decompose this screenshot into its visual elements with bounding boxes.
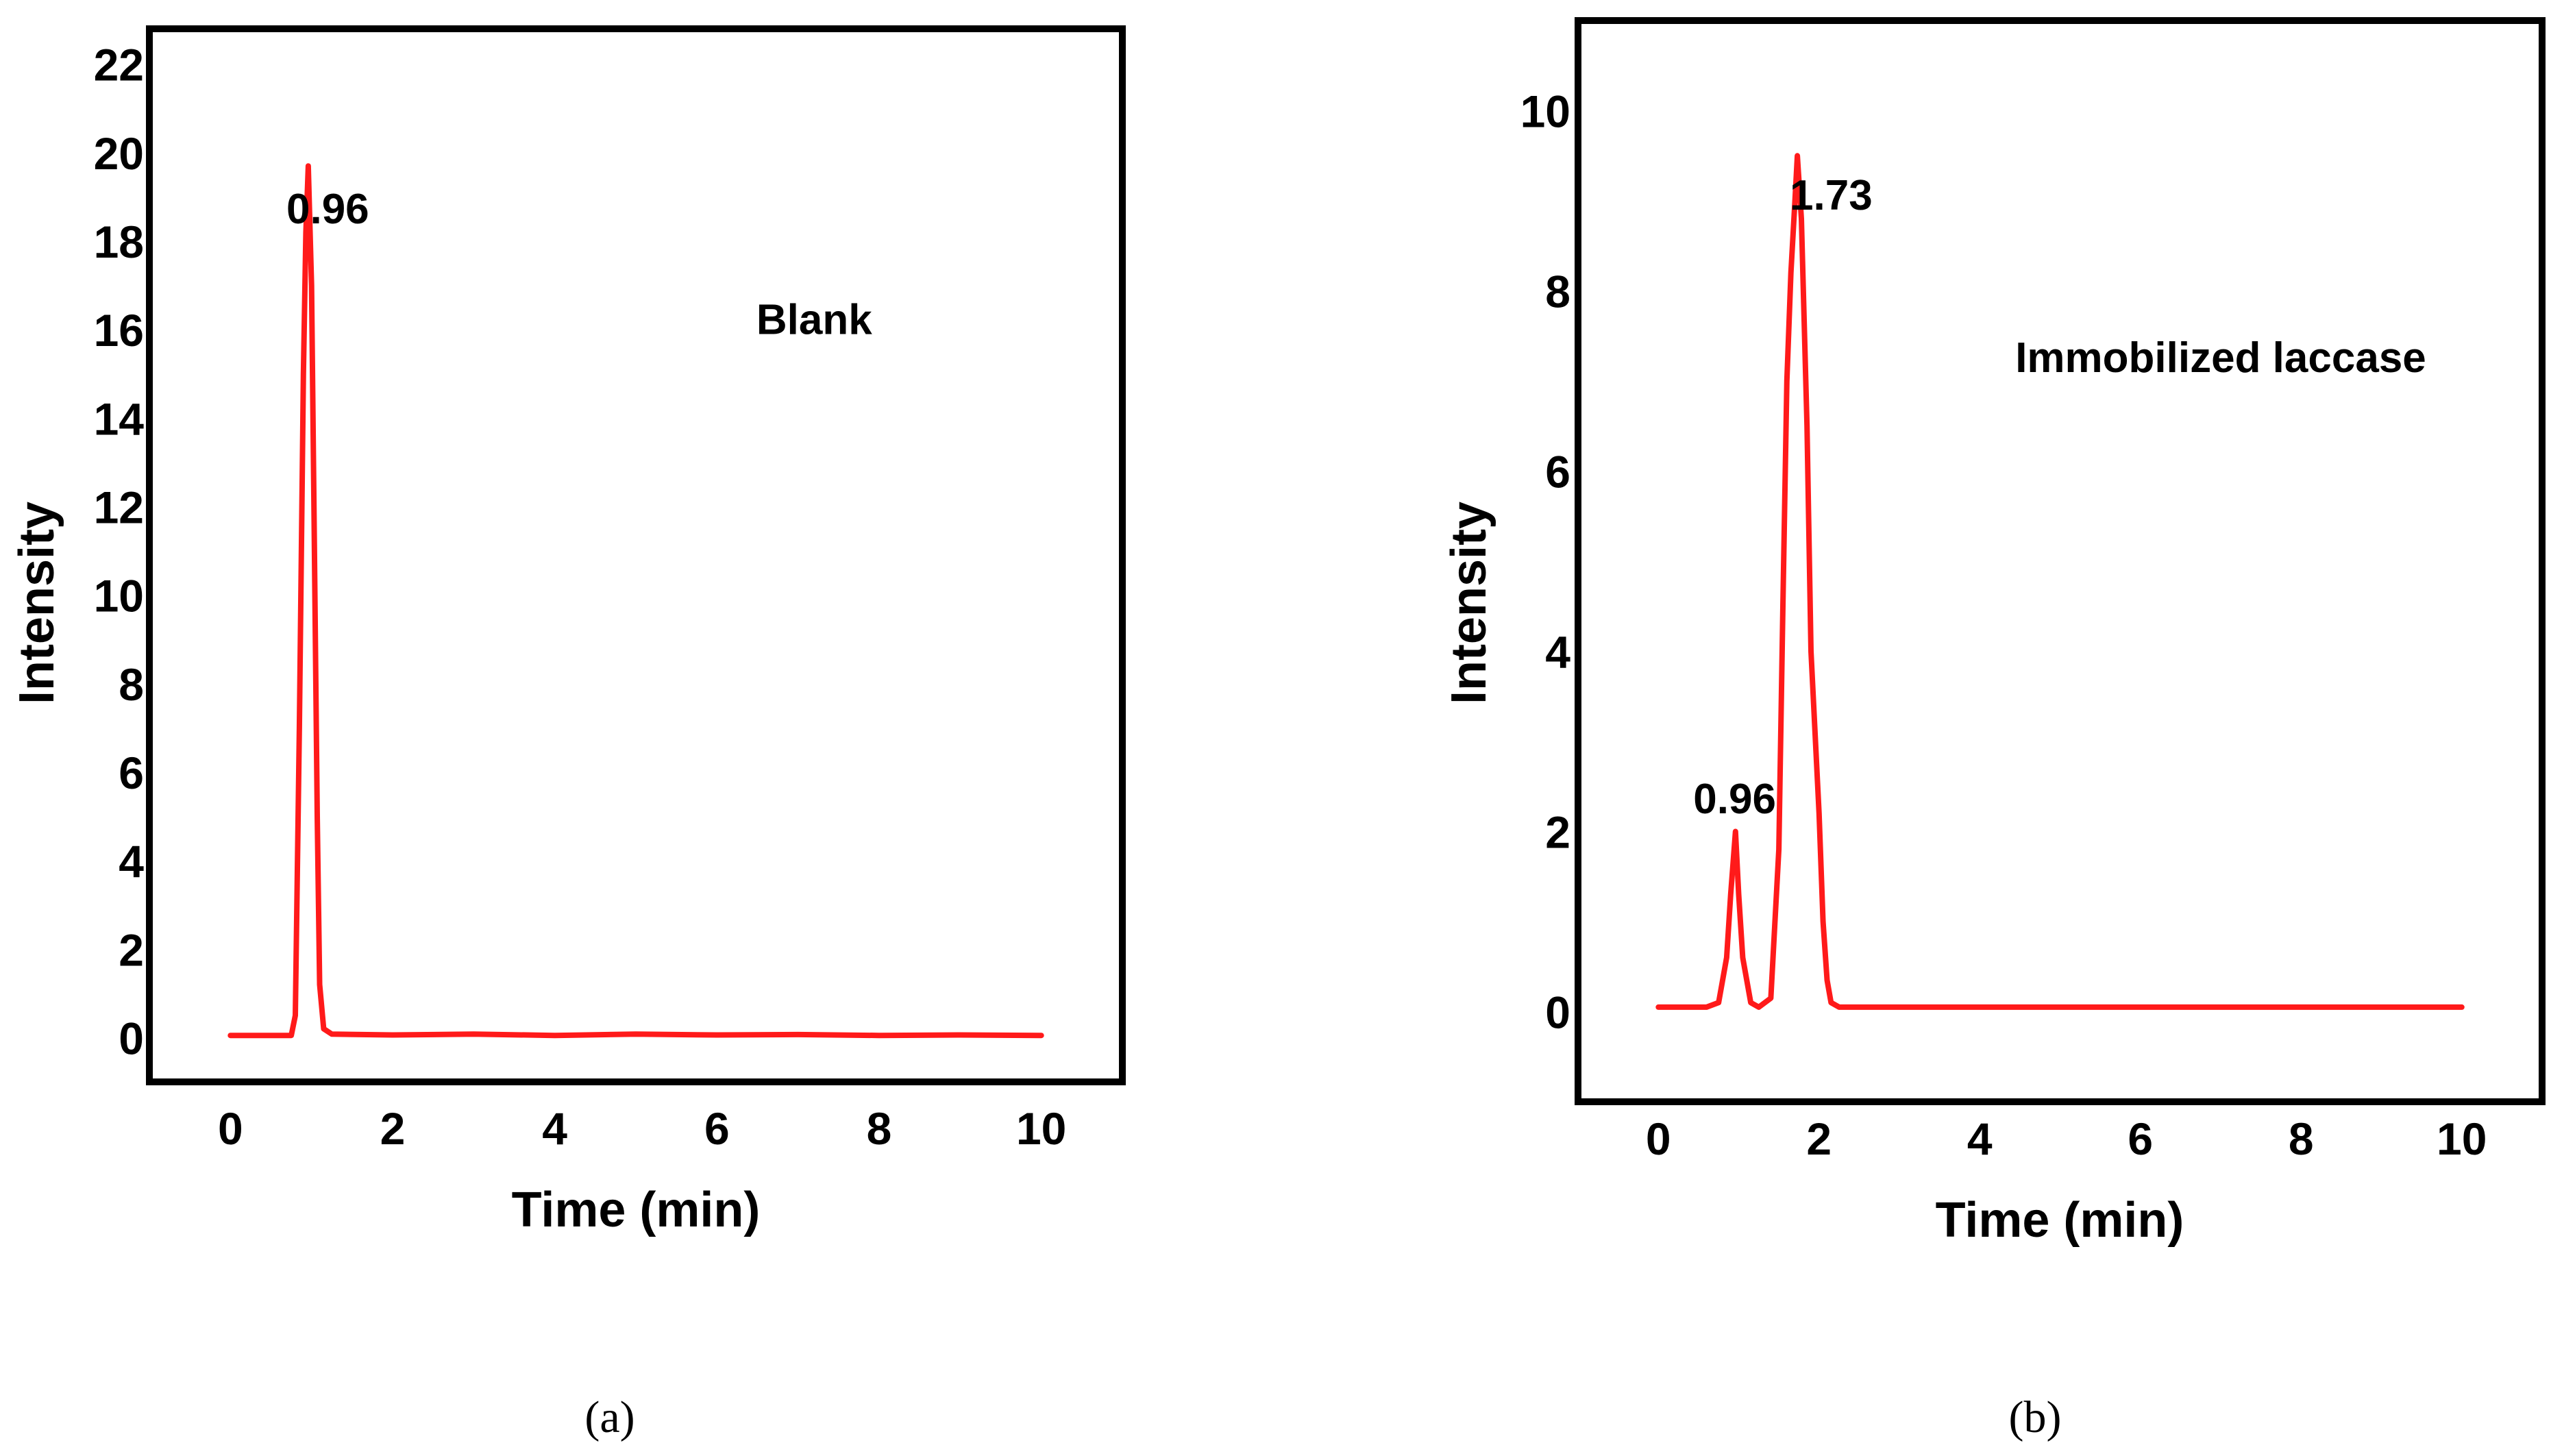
y-tick-labels-b: 0 2 4 6 8 10 bbox=[1520, 86, 1571, 1038]
x-tick-labels-a: 0 2 4 6 8 10 bbox=[218, 1103, 1066, 1154]
plot-frame-b bbox=[1575, 17, 2546, 1105]
y-tick-label: 4 bbox=[119, 836, 144, 887]
annotations-a: 0.96 Blank bbox=[286, 186, 872, 343]
panel-label-b: (b) bbox=[2009, 1392, 2062, 1442]
series-line bbox=[1655, 153, 2465, 1010]
x-tick-label: 4 bbox=[1967, 1113, 1993, 1164]
y-tick-label: 10 bbox=[1520, 86, 1570, 137]
x-tick-label: 10 bbox=[1016, 1103, 1066, 1154]
x-axis-title-a: Time (min) bbox=[512, 1183, 761, 1237]
series-traces-a bbox=[227, 163, 1044, 1039]
y-tick-label: 6 bbox=[119, 748, 144, 798]
y-tick-label: 22 bbox=[94, 40, 144, 90]
panel-label-a: (a) bbox=[584, 1392, 634, 1442]
x-tick-label: 2 bbox=[1806, 1113, 1832, 1164]
annotations-b: 0.96 1.73 Immobilized laccase bbox=[1693, 172, 2426, 823]
y-tick-label: 12 bbox=[94, 482, 144, 532]
y-tick-label: 6 bbox=[1545, 447, 1570, 497]
chart-panel-a: 0 2 4 6 8 10 0 2 4 6 8 10 12 14 16 18 20 22 0.96 Blank Ti… bbox=[10, 25, 1126, 1442]
y-axis-title-b: Intensity bbox=[1442, 502, 1496, 704]
y-tick-labels-a: 0 2 4 6 8 10 12 14 16 18 20 22 bbox=[94, 40, 145, 1064]
annotation-label: Immobilized laccase bbox=[2015, 334, 2426, 382]
y-tick-label: 8 bbox=[1545, 267, 1570, 317]
y-tick-label: 2 bbox=[1545, 807, 1570, 858]
annotation-label: Blank bbox=[756, 297, 872, 344]
annotation-label: 0.96 bbox=[1693, 776, 1776, 823]
y-tick-label: 20 bbox=[94, 128, 144, 179]
annotation-label: 0.96 bbox=[286, 186, 369, 233]
plot-frame-a bbox=[146, 25, 1126, 1085]
y-tick-label: 2 bbox=[119, 924, 144, 975]
series-line bbox=[227, 163, 1044, 1039]
x-tick-label: 0 bbox=[1646, 1113, 1671, 1164]
y-tick-label: 4 bbox=[1545, 627, 1570, 678]
y-tick-label: 18 bbox=[94, 217, 144, 267]
y-tick-label: 10 bbox=[94, 571, 144, 621]
x-tick-label: 6 bbox=[704, 1103, 730, 1154]
x-axis-title-b: Time (min) bbox=[1936, 1193, 2184, 1248]
x-tick-label: 8 bbox=[2289, 1113, 2314, 1164]
chart-panel-b: 0 2 4 6 8 10 0 2 4 6 8 10 0.96 1.73 Immobilized lacc… bbox=[1442, 17, 2546, 1442]
y-tick-label: 0 bbox=[119, 1013, 144, 1063]
x-tick-label: 2 bbox=[380, 1103, 406, 1154]
y-tick-label: 16 bbox=[94, 305, 144, 356]
x-tick-labels-b: 0 2 4 6 8 10 bbox=[1646, 1113, 2487, 1164]
annotation-label: 1.73 bbox=[1790, 172, 1873, 219]
x-tick-label: 8 bbox=[867, 1103, 892, 1154]
series-traces-b bbox=[1655, 153, 2465, 1010]
x-tick-label: 0 bbox=[218, 1103, 243, 1154]
y-tick-label: 8 bbox=[119, 659, 144, 710]
y-tick-label: 0 bbox=[1545, 987, 1570, 1038]
x-tick-label: 4 bbox=[542, 1103, 567, 1154]
y-axis-title-a: Intensity bbox=[10, 502, 64, 704]
y-tick-label: 14 bbox=[94, 393, 145, 444]
x-tick-label: 6 bbox=[2128, 1113, 2153, 1164]
x-tick-label: 10 bbox=[2437, 1113, 2487, 1164]
